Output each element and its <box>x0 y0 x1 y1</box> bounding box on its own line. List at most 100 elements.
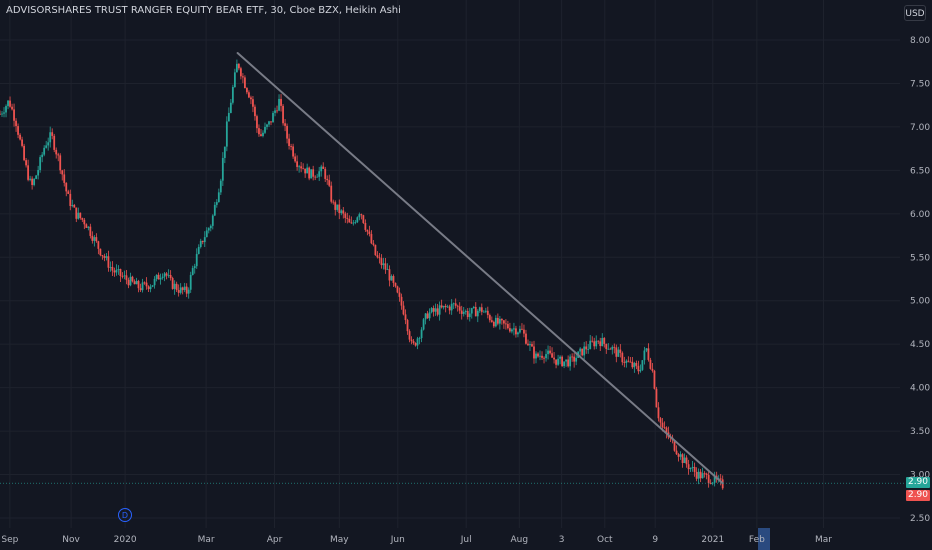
candle-body <box>89 226 92 236</box>
candle-body <box>127 279 130 286</box>
candle-body <box>418 338 421 339</box>
candle-body <box>131 276 134 282</box>
currency-button[interactable]: USD <box>904 5 926 21</box>
candle-body <box>408 331 411 340</box>
candle-body <box>541 355 543 358</box>
candle-body <box>195 253 198 267</box>
candle-body <box>67 191 70 194</box>
candle-body <box>486 310 489 316</box>
y-tick-label: 7.00 <box>910 123 930 133</box>
candle-body <box>697 471 700 479</box>
candle-body <box>338 204 341 214</box>
candle-body <box>579 348 582 352</box>
candle-body <box>272 112 274 123</box>
candle-body <box>569 356 572 367</box>
x-tick-label: Jul <box>460 535 472 545</box>
candle-body <box>348 218 351 223</box>
candle-body <box>681 454 684 464</box>
candle-body <box>111 266 114 271</box>
candle-body <box>314 176 317 178</box>
candle-body <box>73 205 76 208</box>
candle-body <box>346 217 349 219</box>
candle-body <box>490 320 493 322</box>
candle-body <box>360 214 363 216</box>
candle-body <box>589 340 592 349</box>
candle-body <box>619 349 622 353</box>
candle-body <box>9 100 11 107</box>
candle-body <box>5 106 7 113</box>
candle-body <box>637 365 640 372</box>
time-axis[interactable]: Sep Nov 2020 Mar Apr May Jun Jul Aug 3 Oct 9 2021 Feb… <box>1 535 832 545</box>
candle-body <box>117 269 120 270</box>
candle-body <box>488 315 491 321</box>
candle-body <box>99 248 102 256</box>
candle-body <box>374 244 377 256</box>
candle-body <box>444 305 447 308</box>
candle-body <box>310 169 313 179</box>
trendline[interactable] <box>236 52 724 485</box>
candle-body <box>430 308 433 313</box>
candle-body <box>617 349 620 357</box>
candle-body <box>350 222 353 224</box>
candle-body <box>294 156 297 162</box>
candle-body <box>324 168 327 179</box>
candle-body <box>274 110 276 113</box>
candle-body <box>537 353 539 357</box>
candle-body <box>37 170 40 176</box>
candle-body <box>97 241 100 249</box>
candle-body <box>364 222 367 230</box>
candle-body <box>237 63 240 69</box>
candle-body <box>119 269 122 277</box>
candle-body <box>673 440 676 451</box>
candle-body <box>492 321 495 327</box>
candle-body <box>661 422 664 428</box>
candle-body <box>679 454 682 457</box>
price-axis[interactable]: 8.00 7.50 7.00 6.50 6.00 5.50 5.00 4.50 4.00 3.50… <box>910 36 930 524</box>
candle-body <box>95 237 98 242</box>
candle-body <box>69 193 72 206</box>
candle-body <box>380 258 383 266</box>
candle-body <box>699 471 702 479</box>
dividend-marker-icon[interactable]: D <box>118 508 132 522</box>
candle-body <box>368 231 371 234</box>
candle-body <box>161 276 164 279</box>
y-tick-label: 8.00 <box>910 36 930 46</box>
candle-body <box>362 215 365 223</box>
candle-body <box>213 204 216 216</box>
candle-body <box>19 134 21 140</box>
candle-body <box>221 157 224 181</box>
x-tick-label: 3 <box>559 535 565 545</box>
candle-body <box>151 285 154 287</box>
candle-body <box>434 308 437 312</box>
candle-body <box>354 222 357 223</box>
candle-body <box>163 273 166 277</box>
candle-body <box>653 370 656 389</box>
candle-body <box>65 182 68 192</box>
candle-body <box>639 369 642 372</box>
candle-body <box>312 169 315 177</box>
candle-body <box>621 352 624 363</box>
candle-body <box>83 219 86 225</box>
candle-body <box>326 178 329 181</box>
candle-body <box>474 306 477 317</box>
candle-body <box>49 132 52 143</box>
candle-body <box>268 121 270 125</box>
candle-body <box>129 276 132 286</box>
candle-body <box>665 427 668 433</box>
candle-body <box>318 171 321 177</box>
candle-body <box>165 273 168 276</box>
candle-body <box>414 342 417 346</box>
candle-body <box>47 142 50 146</box>
candle-body <box>513 328 515 330</box>
candle-body <box>701 473 704 479</box>
candle-body <box>629 361 632 363</box>
candle-body <box>270 121 272 123</box>
candle-body <box>256 116 258 129</box>
candle-body <box>402 305 405 315</box>
candle-body <box>25 160 27 166</box>
candle-body <box>320 166 323 172</box>
candle-body <box>244 77 246 89</box>
candle-body <box>153 278 156 286</box>
candle-body <box>143 282 146 284</box>
